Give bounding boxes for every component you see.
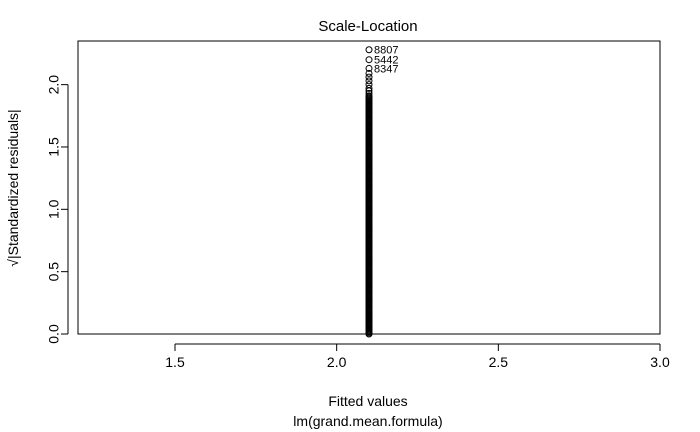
labeled-data-point [365,46,373,54]
x-axis-label: Fitted values [328,393,407,409]
data-point-label: 8807 [374,45,398,57]
data-point [365,92,373,100]
labeled-data-point [365,56,373,64]
y-tick-label: 1.5 [46,137,62,157]
y-tick-label: 1.0 [46,199,62,219]
model-formula-label: lm(grand.mean.formula) [293,413,442,429]
x-tick-label: 3.0 [650,354,670,370]
data-point [365,73,373,81]
data-point [365,69,373,77]
x-axis: 1.5 2.0 2.5 3.0 [165,343,670,370]
labeled-data-point [365,64,373,72]
chart-title: Scale-Location [318,18,417,35]
data-point-label: 8347 [374,63,398,75]
y-tick-label: 0.0 [46,324,62,344]
y-tick-label: 0.5 [46,262,62,282]
data-points [365,46,373,338]
data-point [365,77,373,85]
x-tick-label: 2.0 [327,354,347,370]
data-point [365,89,373,97]
y-axis-label: √|Standardized residuals| [5,109,21,266]
x-tick-label: 1.5 [165,354,185,370]
data-point [365,84,373,92]
data-point-label: 5442 [374,55,398,67]
y-tick-label: 2.0 [46,75,62,95]
x-tick-label: 2.5 [489,354,509,370]
data-point [365,81,373,89]
y-axis: 0.0 0.5 1.0 1.5 2.0 [46,75,69,344]
